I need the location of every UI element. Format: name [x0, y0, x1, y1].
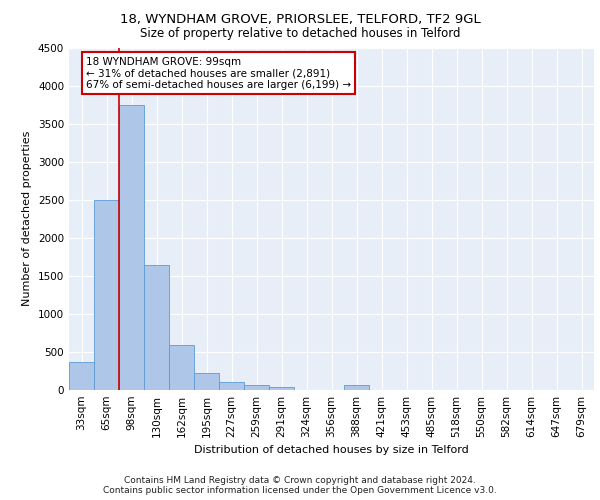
Bar: [244, 385, 269, 390]
Bar: [269, 387, 294, 390]
Text: Contains HM Land Registry data © Crown copyright and database right 2024.
Contai: Contains HM Land Registry data © Crown c…: [103, 476, 497, 495]
Bar: [69, 362, 94, 390]
Bar: [144, 265, 169, 390]
Text: Size of property relative to detached houses in Telford: Size of property relative to detached ho…: [140, 28, 460, 40]
Text: 18, WYNDHAM GROVE, PRIORSLEE, TELFORD, TF2 9GL: 18, WYNDHAM GROVE, PRIORSLEE, TELFORD, T…: [119, 12, 481, 26]
Bar: [94, 200, 119, 390]
Bar: [169, 345, 194, 390]
Bar: [219, 382, 244, 390]
Text: 18 WYNDHAM GROVE: 99sqm
← 31% of detached houses are smaller (2,891)
67% of semi: 18 WYNDHAM GROVE: 99sqm ← 31% of detache…: [86, 56, 351, 90]
Y-axis label: Number of detached properties: Number of detached properties: [22, 131, 32, 306]
Bar: [119, 104, 144, 390]
X-axis label: Distribution of detached houses by size in Telford: Distribution of detached houses by size …: [194, 446, 469, 456]
Bar: [194, 374, 219, 390]
Bar: [344, 386, 369, 390]
